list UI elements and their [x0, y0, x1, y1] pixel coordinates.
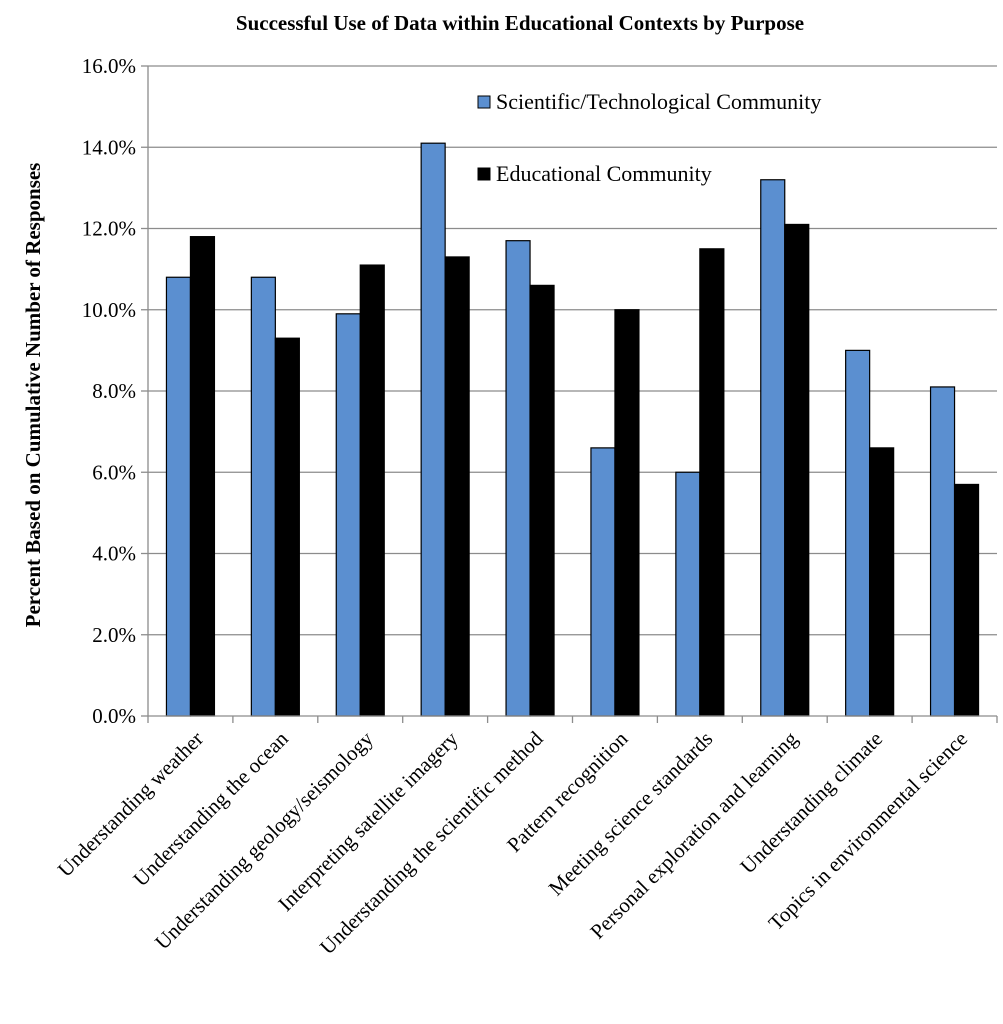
- bars: [165, 142, 980, 717]
- y-tick-labels: 0.0% 2.0% 4.0% 6.0% 8.0% 10.0% 12.0% 14.0% 16.0%: [82, 54, 136, 728]
- bar-scientific: [675, 471, 701, 717]
- bar-scientific: [760, 179, 786, 717]
- y-tick-label: 4.0%: [92, 542, 136, 566]
- bar-educational: [359, 264, 385, 717]
- bar-scientific: [335, 313, 361, 717]
- legend-label: Educational Community: [496, 161, 712, 186]
- bar-educational: [699, 248, 725, 717]
- legend: Scientific/Technological Community Educat…: [477, 89, 821, 186]
- bar-scientific: [845, 349, 871, 717]
- bar-educational: [869, 447, 895, 717]
- y-tick-label: 2.0%: [92, 623, 136, 647]
- bar-scientific: [505, 240, 531, 717]
- legend-label: Scientific/Technological Community: [496, 89, 821, 114]
- legend-swatch: [477, 167, 491, 181]
- x-tick-label: Understanding the ocean: [128, 726, 293, 891]
- bar-scientific: [250, 276, 276, 717]
- axes: [147, 66, 998, 723]
- bar-educational: [189, 236, 216, 717]
- x-tick-label: Understanding climate: [735, 727, 887, 879]
- bar-educational: [274, 337, 300, 717]
- bar-educational: [953, 483, 980, 717]
- bar-scientific: [420, 142, 446, 717]
- y-tick-label: 6.0%: [92, 460, 136, 484]
- chart-title: Successful Use of Data within Educationa…: [236, 11, 804, 35]
- x-tick-label: Understanding weather: [53, 727, 208, 882]
- bar-scientific: [929, 386, 956, 717]
- y-tick-label: 12.0%: [82, 217, 136, 241]
- y-tick-label: 8.0%: [92, 379, 136, 403]
- x-tick-label: Meeting science standards: [544, 727, 718, 901]
- bar-scientific: [590, 447, 616, 717]
- bar-educational: [784, 223, 810, 717]
- y-tick-label: 16.0%: [82, 54, 136, 78]
- bar-scientific: [165, 276, 192, 717]
- y-axis-label: Percent Based on Cumulative Number of Re…: [21, 163, 45, 628]
- bar-educational: [444, 256, 470, 717]
- legend-swatch: [477, 95, 491, 109]
- y-tick-label: 14.0%: [82, 135, 136, 159]
- bar-educational: [614, 309, 640, 717]
- y-tick-label: 0.0%: [92, 704, 136, 728]
- y-tick-label: 10.0%: [82, 298, 136, 322]
- x-tick-label: Interpreting satellite imagery: [273, 726, 463, 916]
- bar-educational: [529, 284, 555, 717]
